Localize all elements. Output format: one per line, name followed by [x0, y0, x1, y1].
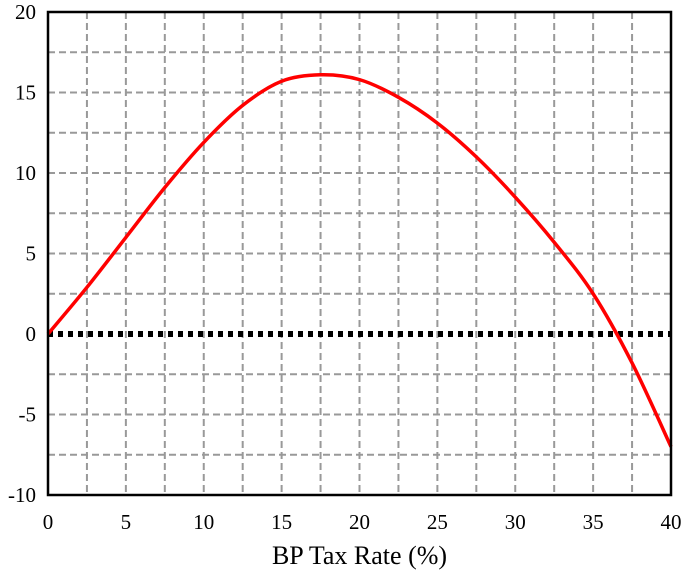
- x-tick-label: 25: [427, 510, 448, 534]
- series-line: [46, 73, 673, 448]
- grid-layer: [48, 12, 671, 495]
- x-axis-title: BP Tax Rate (%): [272, 541, 447, 570]
- y-tick-label: 0: [26, 322, 37, 346]
- y-tick-label: 20: [15, 0, 36, 24]
- y-tick-label: 10: [15, 161, 36, 185]
- x-tick-label: 40: [661, 510, 682, 534]
- x-tick-label: 15: [271, 510, 292, 534]
- series-layer: [46, 73, 673, 448]
- y-tick-label: 5: [26, 242, 37, 266]
- x-tick-label: 35: [583, 510, 604, 534]
- tick-label-layer: 0 5 10 15 20 25 30 35 40 -10 -5 0 5 10 15 20: [8, 0, 682, 534]
- x-tick-label: 5: [121, 510, 132, 534]
- x-tick-label: 20: [349, 510, 370, 534]
- y-tick-label: -5: [19, 403, 37, 427]
- x-tick-label: 30: [505, 510, 526, 534]
- y-tick-label: -10: [8, 483, 36, 507]
- x-tick-label: 10: [193, 510, 214, 534]
- plot-frame: [46, 10, 673, 497]
- x-tick-label: 0: [43, 510, 54, 534]
- y-tick-label: 15: [15, 81, 36, 105]
